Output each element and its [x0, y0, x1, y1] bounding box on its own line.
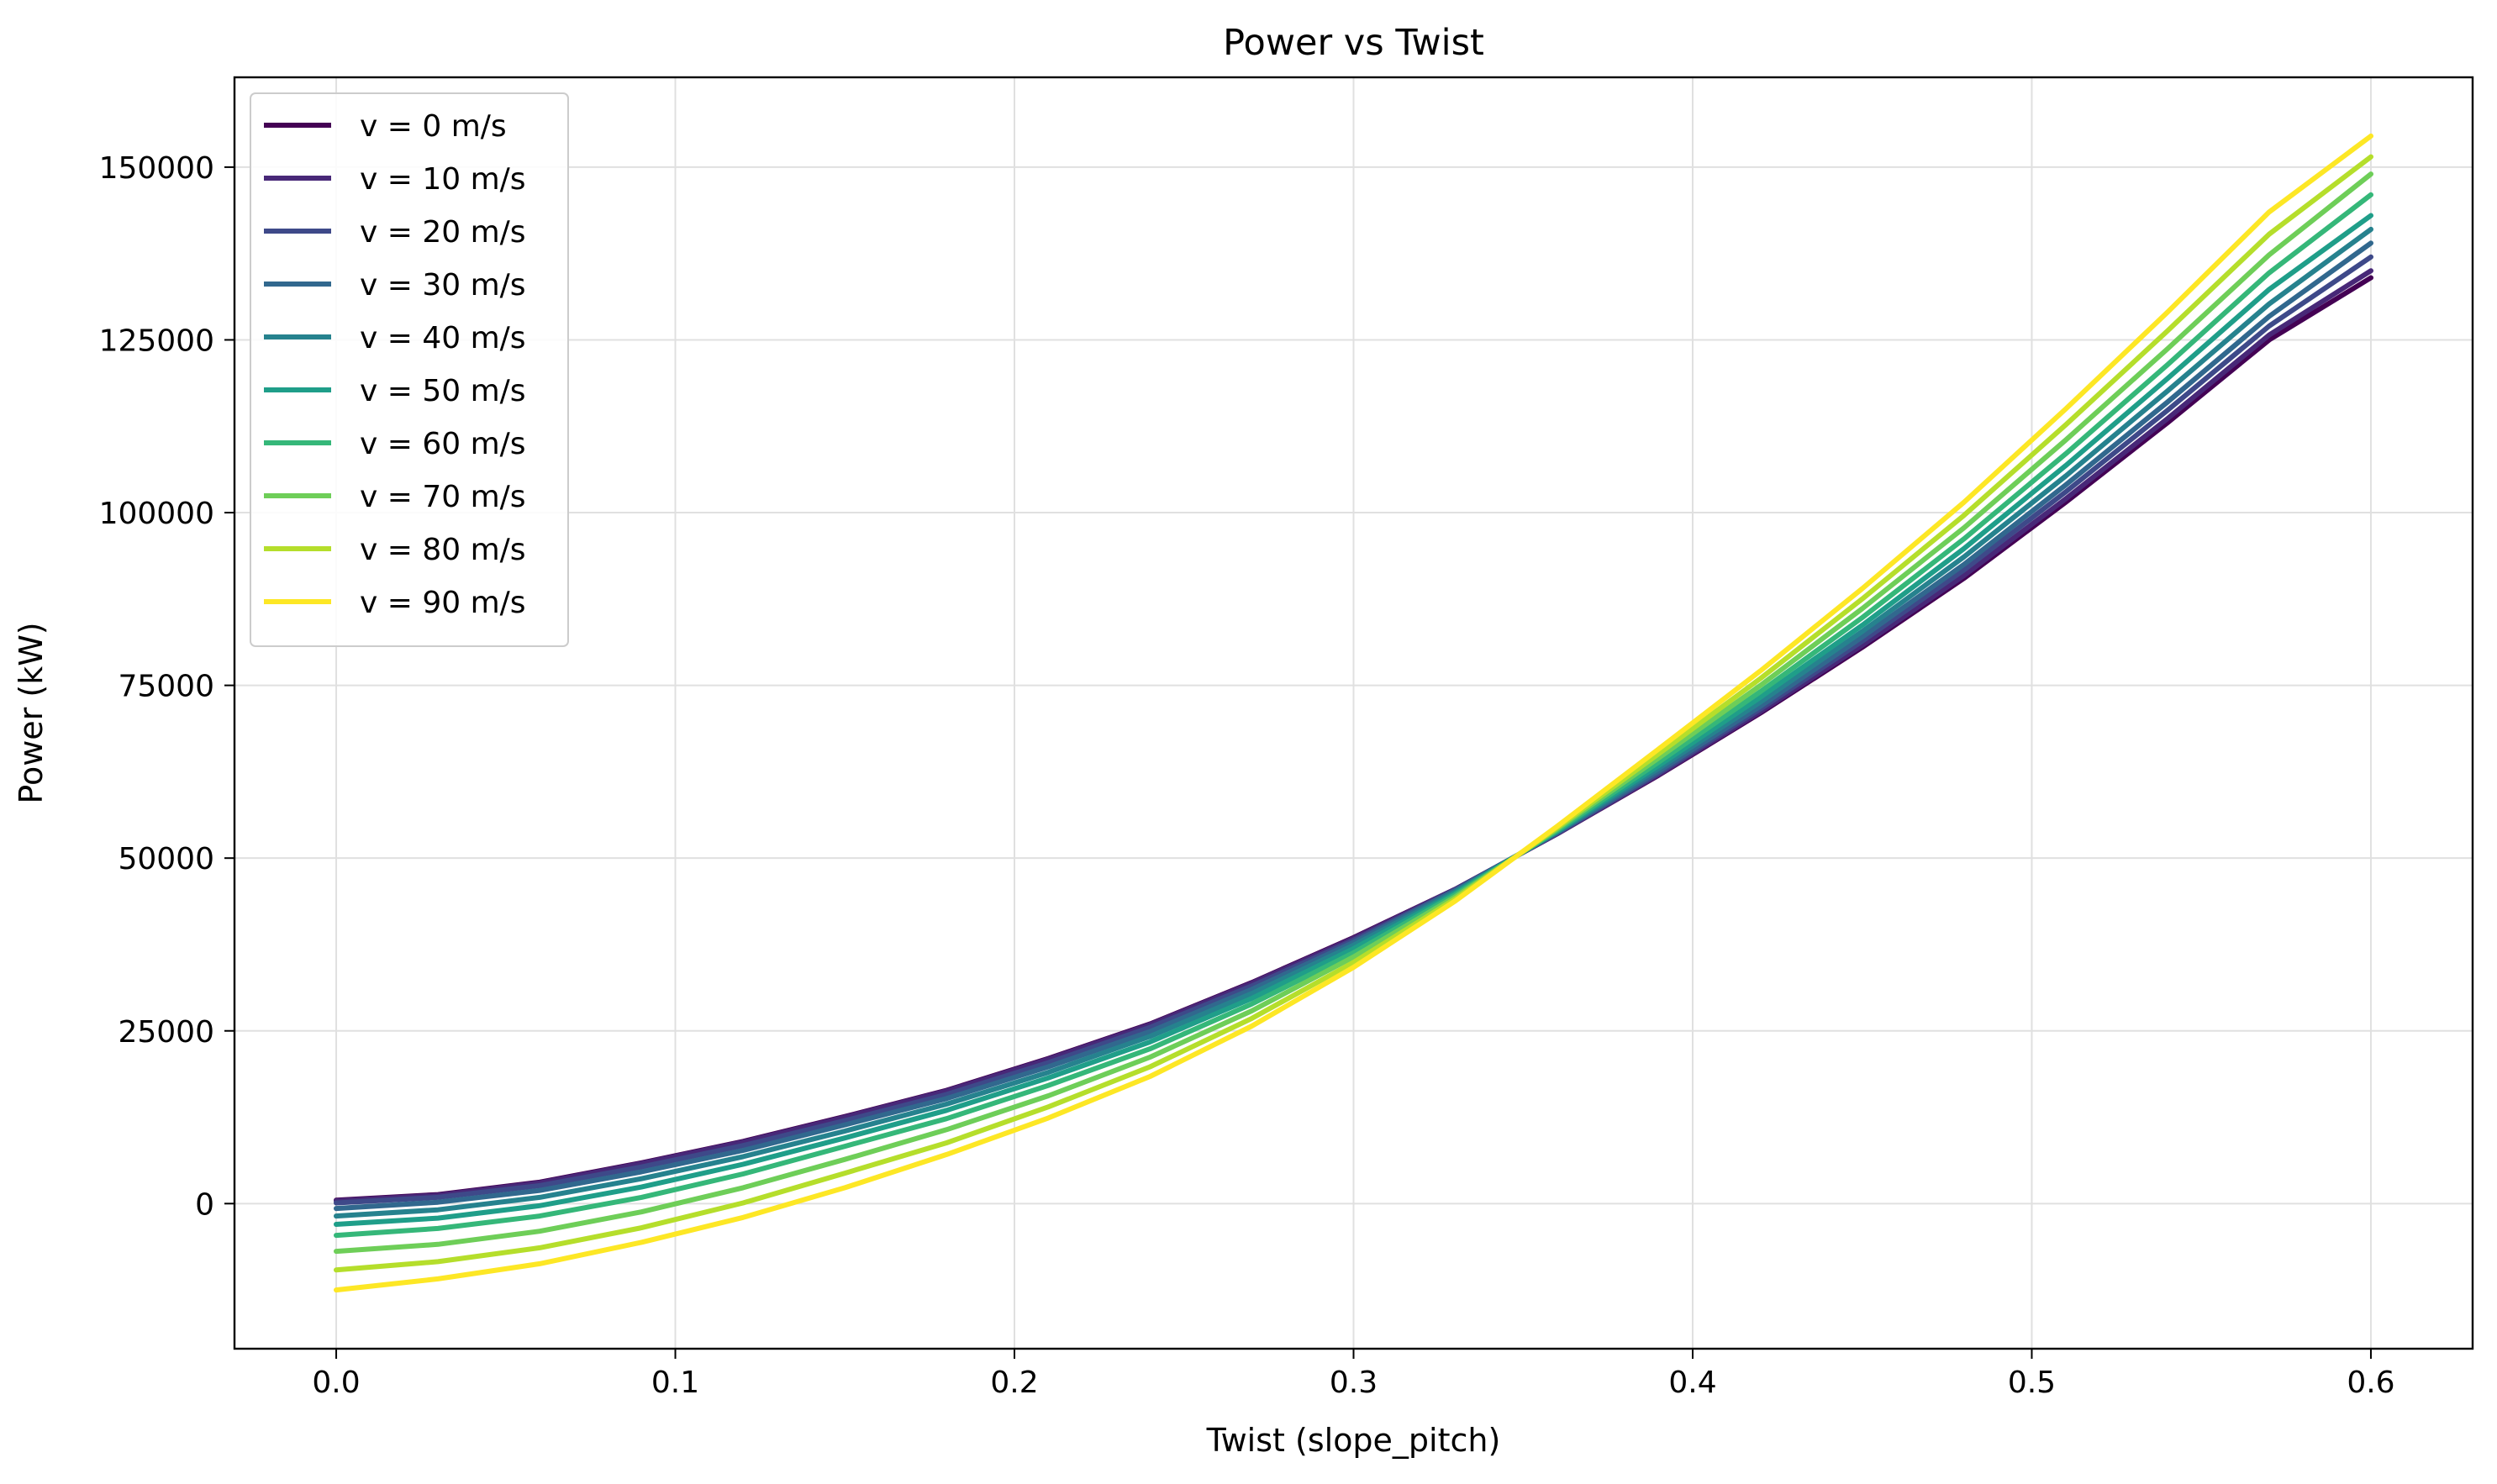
x-tick-label: 0.6	[2347, 1366, 2394, 1400]
y-tick-label: 125000	[99, 324, 214, 358]
legend-label: v = 20 m/s	[360, 215, 526, 250]
legend-label: v = 10 m/s	[360, 162, 526, 197]
legend-label: v = 60 m/s	[360, 427, 526, 461]
series-line-7	[334, 171, 2373, 1255]
series-line-6	[334, 192, 2373, 1239]
y-tick-label: 100000	[99, 497, 214, 531]
legend-label: v = 70 m/s	[360, 480, 526, 514]
series-line-5	[334, 213, 2373, 1227]
y-tick-label: 50000	[118, 842, 214, 876]
axis-ticks: 0.0 0.1 0.2 0.3 0.4 0.5 0.6 0 25000 50000 75000 100…	[99, 151, 2395, 1400]
legend-label: v = 40 m/s	[360, 321, 526, 355]
legend: v = 0 m/s v = 10 m/s v = 20 m/s v = 30 m/s v…	[250, 92, 569, 647]
x-tick-label: 0.1	[651, 1366, 699, 1400]
y-tick-label: 0	[195, 1187, 214, 1222]
x-axis-label: Twist (slope_pitch)	[1206, 1422, 1501, 1459]
series-lines	[334, 133, 2373, 1293]
legend-label: v = 0 m/s	[360, 109, 507, 144]
x-tick-label: 0.0	[312, 1366, 360, 1400]
chart-title: Power vs Twist	[1223, 22, 1484, 64]
series-line-9	[334, 133, 2373, 1293]
y-tick-label: 150000	[99, 151, 214, 186]
series-line-4	[334, 226, 2373, 1219]
x-tick-label: 0.5	[2008, 1366, 2056, 1400]
x-tick-label: 0.3	[1330, 1366, 1378, 1400]
x-tick-label: 0.4	[1668, 1366, 1716, 1400]
legend-label: v = 90 m/s	[360, 586, 526, 620]
y-tick-label: 25000	[118, 1015, 214, 1050]
x-tick-label: 0.2	[990, 1366, 1038, 1400]
series-line-8	[334, 154, 2373, 1273]
legend-label: v = 80 m/s	[360, 533, 526, 567]
y-axis-label: Power (kW)	[13, 622, 50, 803]
legend-label: v = 30 m/s	[360, 268, 526, 303]
y-tick-label: 75000	[118, 670, 214, 704]
legend-label: v = 50 m/s	[360, 374, 526, 408]
